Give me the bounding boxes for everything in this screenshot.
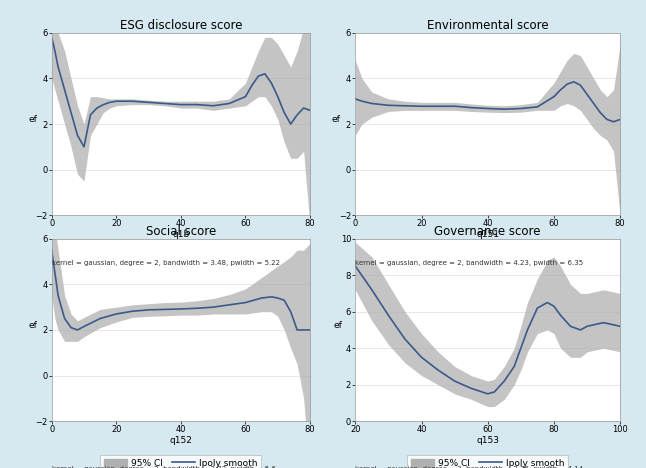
Title: ESG disclosure score: ESG disclosure score xyxy=(120,19,242,32)
X-axis label: q153: q153 xyxy=(476,436,499,445)
Legend: 95% CI, lpoly smooth: 95% CI, lpoly smooth xyxy=(408,455,568,468)
Text: kernel = gaussian, degree = 2, bandwidth = 2.76, pwidth = 4.14: kernel = gaussian, degree = 2, bandwidth… xyxy=(355,466,583,468)
X-axis label: q152: q152 xyxy=(169,436,193,445)
Text: kernel = gaussian, degree = 2, bandwidth = 3.48, pwidth = 5.22: kernel = gaussian, degree = 2, bandwidth… xyxy=(52,260,280,266)
X-axis label: q151: q151 xyxy=(476,230,499,239)
Title: Social score: Social score xyxy=(146,225,216,238)
Y-axis label: ef: ef xyxy=(331,115,340,124)
Legend: 95% CI, lpoly smooth: 95% CI, lpoly smooth xyxy=(408,249,568,265)
Legend: 95% CI, lpoly smooth: 95% CI, lpoly smooth xyxy=(101,455,261,468)
Text: kernel = gaussian, degree = 2, bandwidth = 3.73, pwidth = 5.6: kernel = gaussian, degree = 2, bandwidth… xyxy=(52,466,276,468)
Title: Governance score: Governance score xyxy=(435,225,541,238)
Y-axis label: ef: ef xyxy=(28,321,37,330)
Text: kernel = gaussian, degree = 2, bandwidth = 4.23, pwidth = 6.35: kernel = gaussian, degree = 2, bandwidth… xyxy=(355,260,583,266)
Title: Environmental score: Environmental score xyxy=(427,19,548,32)
Y-axis label: ef: ef xyxy=(333,321,342,330)
Legend: 95% CI, lpoly smooth: 95% CI, lpoly smooth xyxy=(101,249,261,265)
Y-axis label: ef: ef xyxy=(28,115,37,124)
X-axis label: q1b: q1b xyxy=(172,230,189,239)
